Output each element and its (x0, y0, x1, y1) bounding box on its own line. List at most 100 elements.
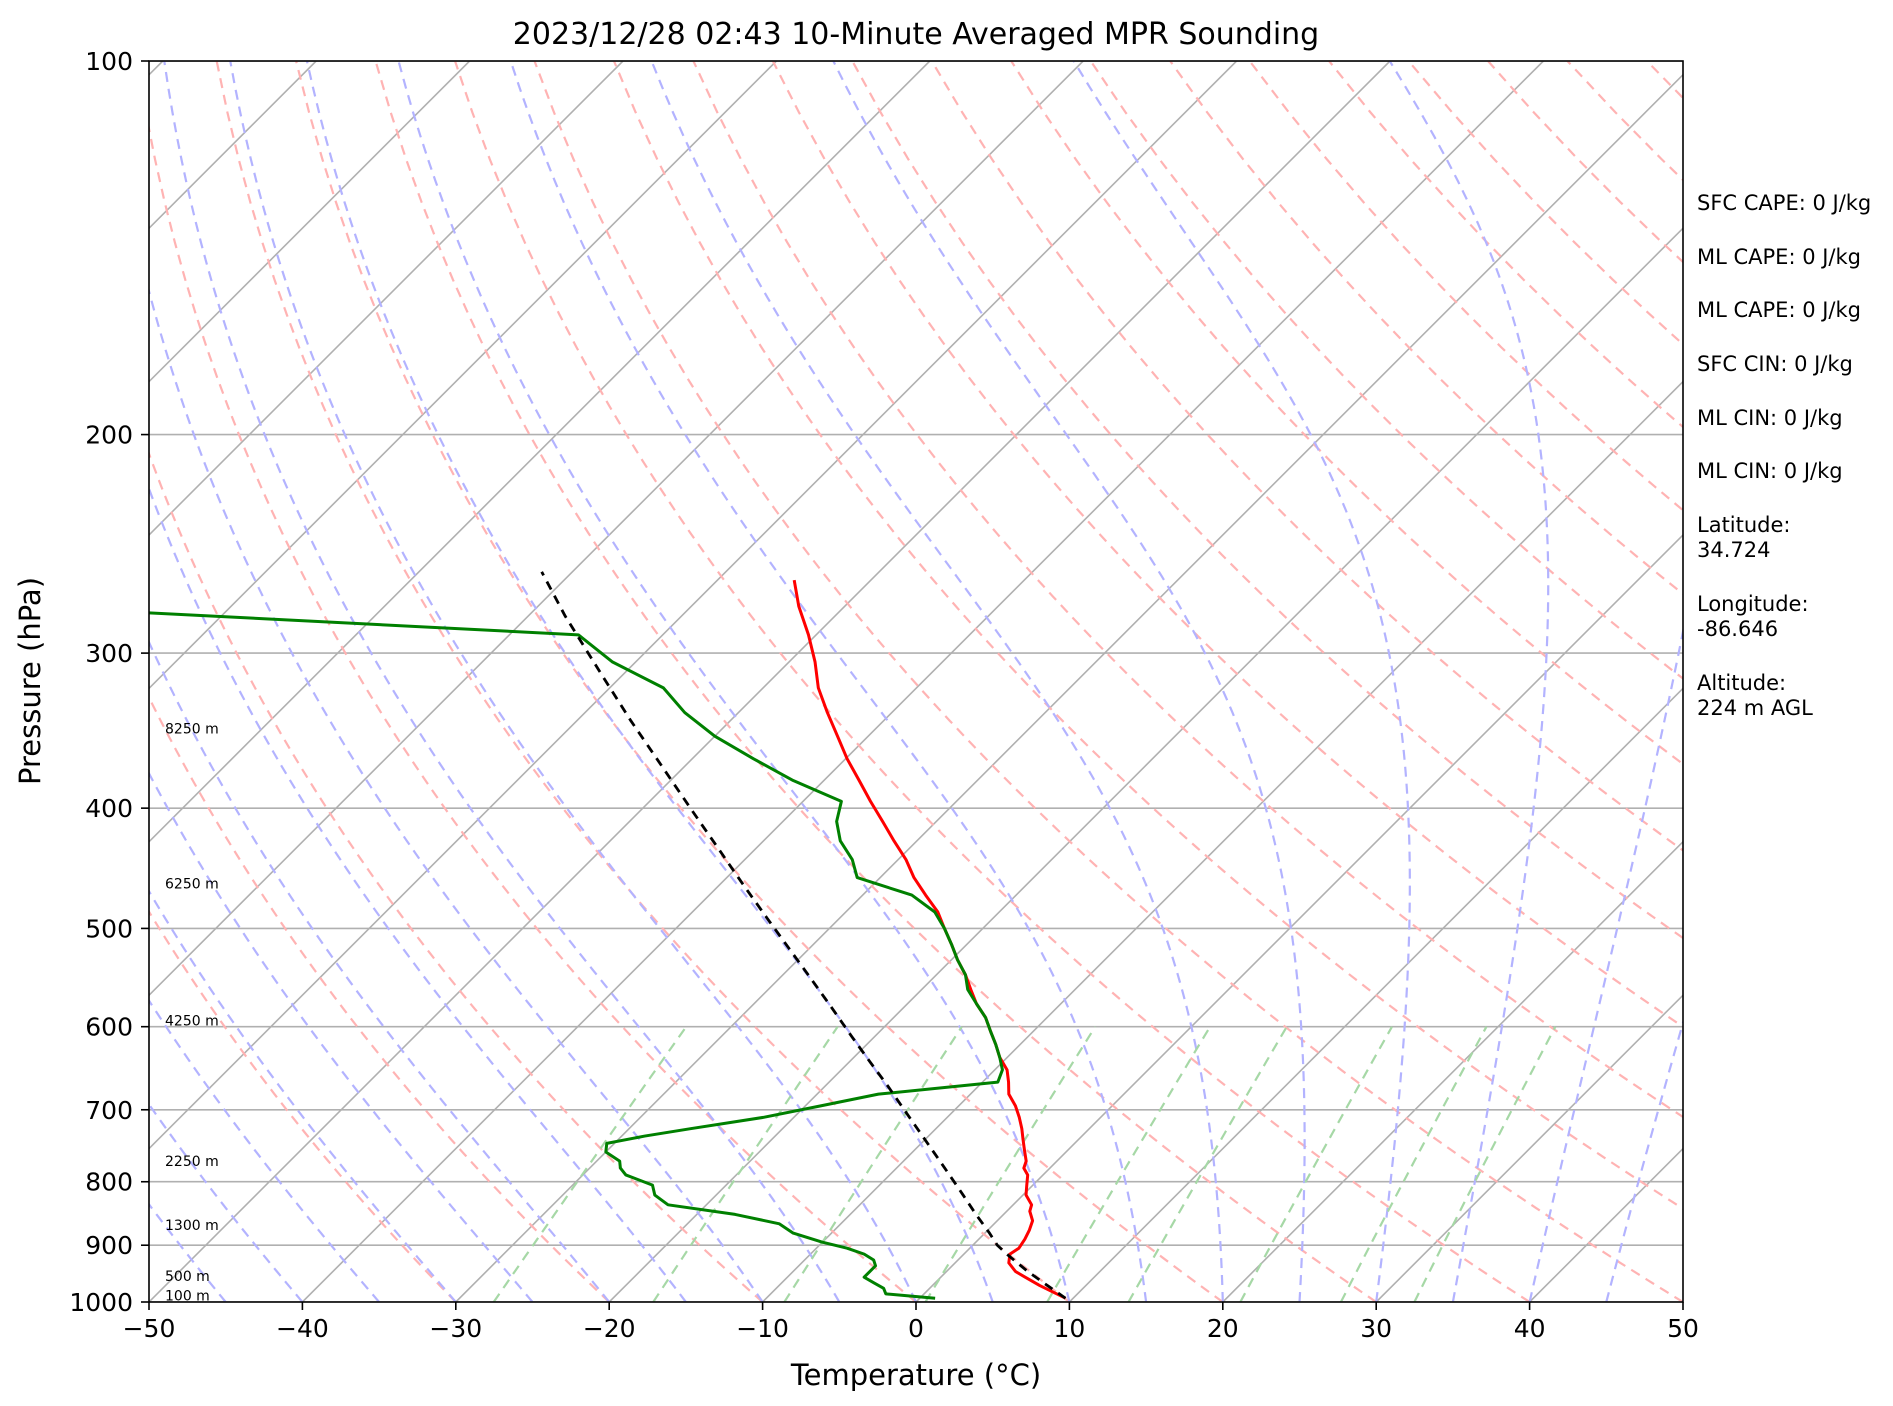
mixing-ratio-line (1339, 1026, 1488, 1302)
dry-adiabat-line (612, 61, 1683, 1210)
moist-adiabat-line (1388, 61, 1550, 1302)
moist-adiabat-line (163, 61, 841, 1302)
stat-sfc-cin: SFC CIN: 0 J/kg (1697, 352, 1853, 376)
x-tick-label: 20 (1207, 1314, 1239, 1343)
axis-ticks: −50 −40 −30 −20 −10 0 10 20 30 40 50 100 200 300 400 50… (69, 47, 1699, 1343)
y-axis-title: Pressure (hPa) (13, 577, 47, 785)
stat-ml-cin: ML CIN: 0 J/kg (1697, 406, 1843, 430)
dry-adiabat-line (149, 123, 917, 1302)
moist-adiabat-line (149, 639, 611, 1302)
dry-adiabat-line (295, 61, 1224, 1302)
y-tick-label: 400 (85, 794, 133, 823)
y-tick-label: 1000 (69, 1288, 133, 1317)
y-tick-label: 700 (85, 1096, 133, 1125)
moist-adiabat-line (149, 998, 380, 1302)
moist-adiabat-line (149, 889, 457, 1302)
moist-adiabat-line (1528, 626, 1683, 1302)
moist-adiabat-line (229, 61, 917, 1302)
mixing-ratio-line (1127, 1026, 1288, 1302)
y-tick-label: 300 (85, 639, 133, 668)
parcel-path (540, 571, 1067, 1300)
x-tick-label: 10 (1053, 1314, 1085, 1343)
x-tick-label: −10 (736, 1314, 789, 1343)
y-tick-label: 100 (85, 47, 133, 76)
isotherm-line (1375, 994, 1683, 1302)
x-tick-label: −40 (276, 1314, 329, 1343)
plot-frame (148, 60, 1684, 1303)
isotherm-line (149, 61, 1391, 1302)
x-tick-label: −30 (429, 1314, 482, 1343)
x-axis-title: Temperature (°C) (790, 1358, 1041, 1392)
moist-adiabat-line (149, 771, 534, 1302)
isotherm-line (149, 61, 317, 230)
stat-ml-cape: ML CAPE: 0 J/kg (1697, 245, 1861, 269)
moist-adiabat-line (149, 1202, 227, 1302)
moist-adiabat-line (509, 61, 1148, 1302)
dewpoint-profile (149, 611, 1004, 1300)
isotherm-line (455, 73, 1683, 1302)
latitude-value: 34.724 (1697, 538, 1770, 562)
moist-adiabat-line (1072, 61, 1411, 1302)
height-label: 8250 m (165, 721, 219, 737)
y-tick-label: 500 (85, 914, 133, 943)
height-labels: 100 m 500 m 1300 m 2250 m 4250 m 6250 m 8250 m (165, 721, 219, 1304)
data-lines (149, 571, 1067, 1300)
isotherm-line (149, 61, 1084, 997)
moist-adiabat-line (832, 61, 1306, 1302)
isotherm-line (149, 61, 624, 537)
isotherm-line (608, 227, 1683, 1302)
height-label: 1300 m (165, 1218, 219, 1234)
height-label: 6250 m (165, 876, 219, 892)
stat-ml-cape-2: ML CAPE: 0 J/kg (1697, 298, 1861, 322)
mixing-ratio-line (1239, 1026, 1393, 1302)
longitude-label: Longitude: (1697, 592, 1809, 616)
y-tick-label: 200 (85, 421, 133, 450)
height-label: 2250 m (165, 1154, 219, 1170)
moist-adiabat-line (305, 61, 994, 1302)
dry-adiabat-line (215, 61, 1071, 1302)
isotherm-line (0, 61, 9, 1302)
latitude-label: Latitude: (1697, 513, 1791, 537)
mixing-ratio-line (1046, 1026, 1212, 1302)
altitude-label: Altitude: (1697, 671, 1786, 695)
mixing-ratio-line (652, 1026, 839, 1302)
mixing-ratio-line (1413, 1026, 1557, 1302)
temperature-profile (792, 579, 1067, 1300)
dry-adiabat-line (374, 61, 1377, 1302)
dry-adiabat-line (149, 909, 457, 1302)
mixing-ratio-line (492, 1026, 688, 1302)
dry-adiabat-line (771, 61, 1683, 1029)
height-label: 4250 m (165, 1013, 219, 1029)
y-tick-label: 600 (85, 1013, 133, 1042)
x-tick-label: 40 (1514, 1314, 1546, 1343)
stat-ml-cin-2: ML CIN: 0 J/kg (1697, 459, 1843, 483)
dry-adiabat-line (149, 450, 764, 1302)
y-tick-label: 900 (85, 1231, 133, 1260)
isotherm-line (915, 533, 1683, 1302)
stat-sfc-cape: SFC CAPE: 0 J/kg (1697, 191, 1871, 215)
dry-adiabat-line (1010, 61, 1683, 766)
stats-panel: SFC CAPE: 0 J/kg ML CAPE: 0 J/kg ML CAPE… (1697, 191, 1871, 720)
isotherm-line (149, 61, 1238, 1150)
moist-adiabat-line (397, 61, 1071, 1302)
height-label: 500 m (165, 1269, 210, 1285)
dry-adiabat-line (533, 61, 1683, 1302)
altitude-value: 224 m AGL (1697, 696, 1813, 720)
x-tick-label: 0 (908, 1314, 924, 1343)
x-tick-label: 30 (1360, 1314, 1392, 1343)
x-tick-label: −50 (123, 1314, 176, 1343)
moist-adiabat-line (149, 286, 764, 1302)
moist-adiabat-line (149, 485, 687, 1302)
dry-adiabat-line (692, 61, 1683, 1119)
dry-adiabat-line (1169, 61, 1683, 596)
x-tick-label: −20 (583, 1314, 636, 1343)
dry-adiabat-line (851, 61, 1683, 940)
y-tick-label: 800 (85, 1168, 133, 1197)
moist-adiabat-line (650, 61, 1224, 1302)
isotherm-line (149, 61, 471, 383)
mixing-ratio-line (783, 1026, 963, 1302)
chart-title: 2023/12/28 02:43 10-Minute Averaged MPR … (513, 17, 1319, 52)
mixing-ratio-line (924, 1026, 1097, 1302)
dry-adiabat-line (1885, 61, 1893, 1302)
